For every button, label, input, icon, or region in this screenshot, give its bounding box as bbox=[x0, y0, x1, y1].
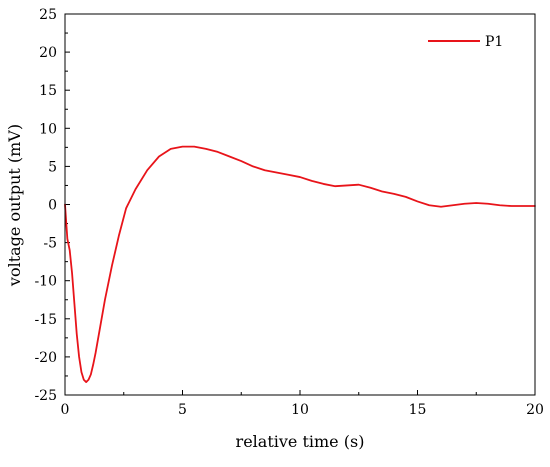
y-axis-title: voltage output (mV) bbox=[5, 124, 24, 287]
legend: P1 bbox=[428, 34, 503, 50]
x-axis-title: relative time (s) bbox=[236, 432, 365, 451]
legend-label: P1 bbox=[485, 34, 503, 50]
y-tick-label: 5 bbox=[48, 159, 57, 175]
series-line-p1 bbox=[64, 145, 536, 383]
y-tick-label: 15 bbox=[39, 83, 57, 99]
y-tick-label: 25 bbox=[39, 7, 57, 23]
x-tick-label: 15 bbox=[409, 402, 427, 418]
x-tick-label: 20 bbox=[526, 402, 544, 418]
y-tick-label: 0 bbox=[48, 198, 57, 214]
plot-frame bbox=[64, 13, 536, 396]
series-layer bbox=[64, 145, 536, 383]
y-tick-label: 20 bbox=[39, 45, 57, 61]
x-tick-label: 5 bbox=[178, 402, 187, 418]
tick-layer: 0 5 10 15 20 -25 -20 -15 -10 -5 0 5 10 15 20 25 bbox=[34, 7, 543, 418]
y-tick-label: -20 bbox=[34, 350, 57, 366]
x-tick-label: 0 bbox=[61, 402, 70, 418]
y-tick-label: 10 bbox=[39, 121, 57, 137]
y-tick-label: -25 bbox=[34, 388, 57, 404]
y-tick-label: -15 bbox=[34, 312, 57, 328]
x-tick-label: 10 bbox=[291, 402, 309, 418]
y-tick-label: -5 bbox=[43, 236, 57, 252]
y-tick-label: -10 bbox=[34, 274, 57, 290]
